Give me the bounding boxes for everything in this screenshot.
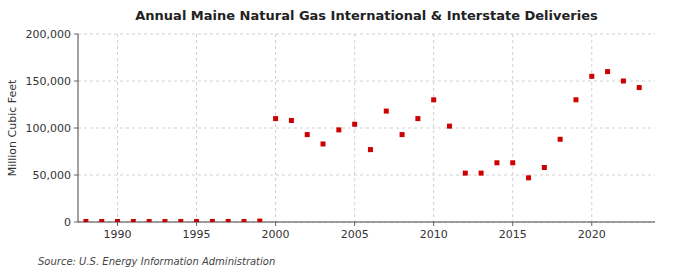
- points: [83, 69, 641, 222]
- grid-line: [591, 34, 592, 222]
- point: [463, 171, 468, 176]
- point: [415, 116, 420, 121]
- grid-line: [512, 34, 513, 222]
- title: Annual Maine Natural Gas International &…: [135, 8, 598, 23]
- annotation: Source: U.S. Energy Information Administ…: [38, 256, 275, 267]
- point: [558, 137, 563, 142]
- point: [589, 74, 594, 79]
- tick-label: 2010: [420, 228, 448, 241]
- point: [305, 132, 310, 137]
- tick-label: 1990: [104, 228, 132, 241]
- point: [573, 97, 578, 102]
- point: [542, 165, 547, 170]
- point: [321, 141, 326, 146]
- tick: [196, 222, 197, 226]
- point: [400, 132, 405, 137]
- point: [83, 219, 88, 222]
- point: [99, 219, 104, 222]
- point: [494, 160, 499, 165]
- point: [273, 116, 278, 121]
- tick-label: 1995: [183, 228, 211, 241]
- grid-line: [196, 34, 197, 222]
- point: [226, 219, 231, 222]
- point: [479, 171, 484, 176]
- tick: [74, 81, 78, 82]
- point: [637, 85, 642, 90]
- tick: [591, 222, 592, 226]
- y-axis-line: [78, 34, 79, 222]
- point: [241, 219, 246, 222]
- point: [510, 160, 515, 165]
- point: [162, 219, 167, 222]
- point: [605, 69, 610, 74]
- point: [147, 219, 152, 222]
- chart: Annual Maine Natural Gas International &…: [0, 0, 675, 275]
- point: [131, 219, 136, 222]
- tick-label: 0: [64, 216, 71, 229]
- grid-line: [78, 128, 655, 129]
- tick-label: 100,000: [26, 122, 72, 135]
- tick: [117, 222, 118, 226]
- tick: [433, 222, 434, 226]
- grid-line: [354, 34, 355, 222]
- point: [384, 109, 389, 114]
- tick-label: 150,000: [26, 75, 72, 88]
- tick: [512, 222, 513, 226]
- point: [352, 122, 357, 127]
- tick: [74, 175, 78, 176]
- point: [178, 219, 183, 222]
- point: [194, 219, 199, 222]
- tick: [74, 128, 78, 129]
- tick: [354, 222, 355, 226]
- tick-label: 2005: [341, 228, 369, 241]
- tick-label: 2000: [262, 228, 290, 241]
- axis-label: Million Cubic Feet: [6, 79, 19, 176]
- tick: [74, 222, 78, 223]
- grid-line: [78, 81, 655, 82]
- point: [336, 127, 341, 132]
- point: [115, 219, 120, 222]
- tick-label: 2015: [499, 228, 527, 241]
- grid: [78, 34, 655, 222]
- grid-line: [78, 175, 655, 176]
- grid-line: [117, 34, 118, 222]
- tick: [275, 222, 276, 226]
- grid-line: [275, 34, 276, 222]
- tick-label: 50,000: [33, 169, 72, 182]
- grid-line: [433, 34, 434, 222]
- point: [210, 219, 215, 222]
- tick: [74, 34, 78, 35]
- point: [447, 124, 452, 129]
- point: [526, 175, 531, 180]
- point: [368, 147, 373, 152]
- point: [257, 219, 262, 222]
- tick-label: 2020: [578, 228, 606, 241]
- point: [289, 118, 294, 123]
- point: [621, 79, 626, 84]
- point: [431, 97, 436, 102]
- tick-label: 200,000: [26, 28, 72, 41]
- axes: 0 50,000 100,000 150,000 200,000 1990 1995 2000…: [26, 28, 656, 241]
- grid-line: [78, 34, 655, 35]
